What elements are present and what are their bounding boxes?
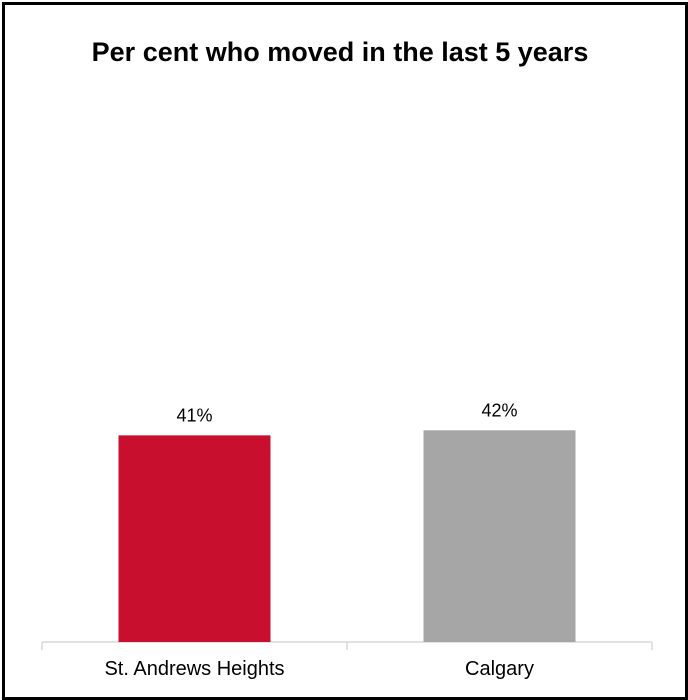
x-tick-label: Calgary [465, 658, 534, 680]
data-label: 41% [176, 405, 212, 425]
bar-calgary [423, 430, 576, 642]
chart-title: Per cent who moved in the last 5 years [91, 37, 589, 67]
x-tick-label: St. Andrews Heights [104, 658, 284, 680]
bar-st-andrews-heights [118, 435, 271, 642]
data-label: 42% [481, 400, 517, 420]
